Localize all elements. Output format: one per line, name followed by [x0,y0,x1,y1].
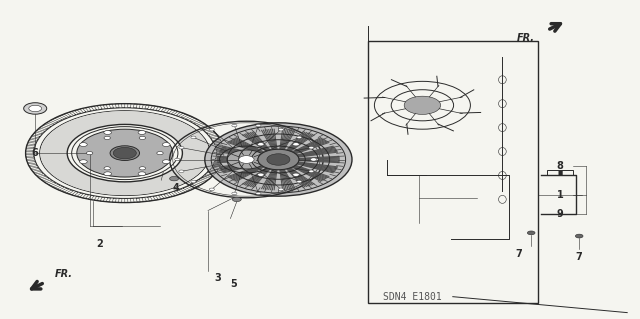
Circle shape [278,128,284,131]
Circle shape [205,123,352,196]
Circle shape [297,136,302,139]
Circle shape [258,143,264,146]
Circle shape [179,146,184,149]
Circle shape [308,146,314,149]
Circle shape [163,160,170,164]
Circle shape [239,156,254,163]
Circle shape [24,103,47,114]
Circle shape [138,172,146,176]
Circle shape [575,234,583,238]
Circle shape [77,129,173,177]
Text: SDN4 E1801: SDN4 E1801 [383,292,442,302]
Circle shape [140,136,146,139]
Circle shape [86,152,93,155]
Text: FR.: FR. [54,269,72,279]
Circle shape [232,197,241,202]
Circle shape [308,170,314,173]
Circle shape [404,96,440,115]
Text: 5: 5 [230,279,237,289]
Text: 2: 2 [96,239,102,249]
Circle shape [313,158,318,161]
Bar [547,170,573,175]
Text: FR.: FR. [516,33,534,43]
Circle shape [256,192,261,195]
Circle shape [191,136,196,139]
Circle shape [29,105,42,112]
Circle shape [113,147,136,159]
Text: 8: 8 [557,161,563,171]
Text: 6: 6 [32,148,38,158]
Circle shape [297,180,302,183]
Text: 3: 3 [214,272,221,283]
Circle shape [209,128,214,131]
Text: 9: 9 [557,209,563,219]
Circle shape [163,143,170,146]
Circle shape [170,176,179,181]
Text: 4: 4 [173,183,179,193]
Circle shape [179,170,184,173]
Circle shape [240,158,246,161]
Circle shape [157,152,163,155]
Bar [368,41,538,303]
Text: 7: 7 [576,252,582,262]
Circle shape [527,231,535,235]
Circle shape [79,143,87,146]
Circle shape [293,143,300,146]
Circle shape [278,188,284,191]
Circle shape [110,146,140,160]
Circle shape [256,124,261,127]
Circle shape [209,188,214,191]
Circle shape [104,130,111,134]
Circle shape [191,180,196,183]
Circle shape [175,158,180,161]
Circle shape [79,160,87,164]
Circle shape [140,167,146,170]
PathPatch shape [40,111,209,195]
Text: 1: 1 [557,189,563,200]
Circle shape [310,158,317,161]
Circle shape [267,154,290,165]
Text: 7: 7 [515,249,522,259]
Circle shape [293,173,300,176]
Circle shape [104,172,111,176]
Circle shape [257,173,264,176]
Circle shape [138,130,146,134]
Circle shape [258,149,299,170]
Text: ■: ■ [557,170,563,175]
Circle shape [232,192,237,195]
Circle shape [232,124,237,127]
Circle shape [104,167,110,170]
Circle shape [227,150,266,169]
Circle shape [104,136,111,139]
